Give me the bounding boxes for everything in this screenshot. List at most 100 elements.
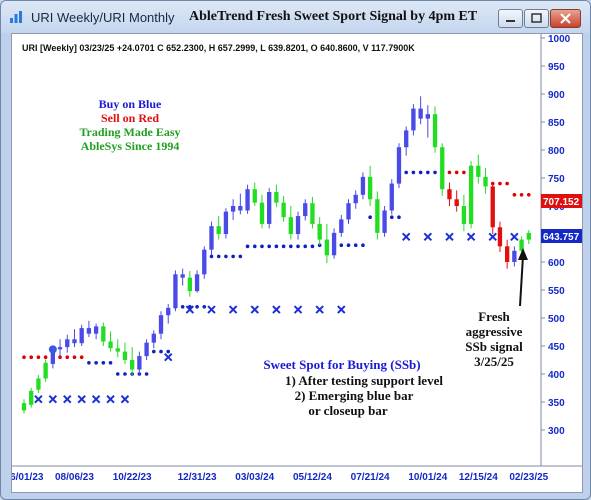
support-dot xyxy=(411,170,416,175)
support-dot xyxy=(281,244,286,249)
candle-body xyxy=(468,165,474,224)
chart-title: AbleTrend Fresh Sweet Sport Signal by 4p… xyxy=(189,9,478,24)
support-dot xyxy=(512,193,517,197)
sweet-spot-line2: 2) Emerging blue bar xyxy=(295,388,414,403)
candle-body xyxy=(194,274,200,292)
close-button[interactable] xyxy=(550,9,581,28)
x-tick-label: 12/31/23 xyxy=(178,472,217,483)
support-dot xyxy=(79,355,84,360)
candle-body xyxy=(209,226,214,250)
chart-plot-area[interactable]: 3003504004505005506006507007508008509009… xyxy=(11,33,583,493)
candle-body xyxy=(180,274,185,278)
candle-body xyxy=(72,339,77,344)
support-dot xyxy=(397,215,401,219)
x-marker xyxy=(510,232,519,242)
price-badge-red: 707.152 xyxy=(541,194,582,208)
chart-marks xyxy=(21,96,531,414)
support-dot xyxy=(245,244,250,249)
y-tick-label: 950 xyxy=(548,62,565,73)
signal-dot xyxy=(48,345,57,354)
candle-body xyxy=(65,339,70,348)
candle-body xyxy=(274,192,279,203)
minimize-button[interactable] xyxy=(498,9,523,28)
candle-body xyxy=(331,232,337,256)
chart-ticks: 3003504004505005506006507007508008509009… xyxy=(12,34,571,483)
support-dot xyxy=(353,243,358,247)
candle-body xyxy=(238,206,243,211)
chart-app-icon xyxy=(10,11,22,23)
candle-body xyxy=(216,226,221,234)
candle-body xyxy=(267,192,272,224)
candle-body xyxy=(432,114,438,148)
candle-body xyxy=(288,217,293,234)
candle-body xyxy=(108,341,113,349)
candle-body xyxy=(425,114,430,119)
x-marker xyxy=(272,305,281,314)
candle-body xyxy=(526,232,531,240)
window-title: URI Weekly/URI Monthly xyxy=(31,10,175,25)
support-dot xyxy=(519,193,524,197)
support-dot xyxy=(346,243,351,247)
support-dot xyxy=(526,193,531,197)
y-tick-label: 1000 xyxy=(548,34,571,45)
support-dot xyxy=(498,181,502,186)
support-dot xyxy=(195,305,199,309)
support-dot xyxy=(426,170,430,175)
y-tick-label: 400 xyxy=(548,370,565,381)
candle-body xyxy=(50,349,56,364)
candle-body xyxy=(281,202,286,218)
maximize-icon xyxy=(531,13,542,23)
candle-body xyxy=(36,378,41,390)
y-tick-label: 750 xyxy=(548,174,565,185)
legend: Buy on Blue Sell on Red Trading Made Eas… xyxy=(79,97,180,153)
fresh-note-line2: aggressive xyxy=(466,324,523,339)
candle-body xyxy=(490,186,495,228)
candle-body xyxy=(461,206,467,224)
close-icon xyxy=(560,13,571,24)
y-tick-label: 550 xyxy=(548,286,565,297)
support-dot xyxy=(505,181,509,186)
x-tick-label: 02/23/25 xyxy=(509,472,548,483)
support-dot xyxy=(101,361,106,365)
support-dot xyxy=(339,243,344,247)
candle-body xyxy=(382,210,387,233)
support-dot xyxy=(22,355,26,360)
candle-body xyxy=(21,403,27,411)
x-tick-label: 10/22/23 xyxy=(113,472,152,483)
legend-buy-on-blue: Buy on Blue xyxy=(99,97,162,111)
support-dot xyxy=(166,349,171,354)
candle-body xyxy=(57,347,63,350)
support-dot xyxy=(238,254,243,259)
support-dot xyxy=(303,244,308,249)
candle-body xyxy=(454,199,459,206)
window-titlebar[interactable]: URI Weekly/URI Monthly AbleTrend Fresh S… xyxy=(1,1,590,33)
candle-body xyxy=(396,147,402,184)
candle-body xyxy=(173,274,178,308)
candle-body xyxy=(483,176,488,187)
candle-body xyxy=(317,223,322,240)
x-marker xyxy=(488,232,497,242)
y-tick-label: 350 xyxy=(548,398,565,409)
support-dot xyxy=(144,372,149,376)
minimize-icon xyxy=(506,20,515,22)
y-tick-label: 850 xyxy=(548,118,565,129)
sweet-spot-annotation: Sweet Spot for Buying (SSb) 1) After tes… xyxy=(263,357,443,418)
candle-body xyxy=(519,239,524,251)
support-dot xyxy=(389,215,394,219)
y-tick-label: 450 xyxy=(548,342,565,353)
legend-trading-made-easy: Trading Made Easy xyxy=(79,125,180,139)
support-dot xyxy=(94,361,98,365)
maximize-button[interactable] xyxy=(524,9,549,28)
candle-body xyxy=(404,130,409,148)
support-dot xyxy=(209,254,214,259)
candle-body xyxy=(418,108,423,119)
support-dot xyxy=(310,244,315,249)
candle-body xyxy=(512,250,517,262)
legend-sell-on-red: Sell on Red xyxy=(101,111,159,125)
support-dot xyxy=(180,305,185,309)
price-chart[interactable]: 3003504004505005506006507007508008509009… xyxy=(12,34,582,492)
candle-body xyxy=(339,219,344,233)
support-dot xyxy=(65,355,70,360)
x-marker xyxy=(228,305,238,314)
